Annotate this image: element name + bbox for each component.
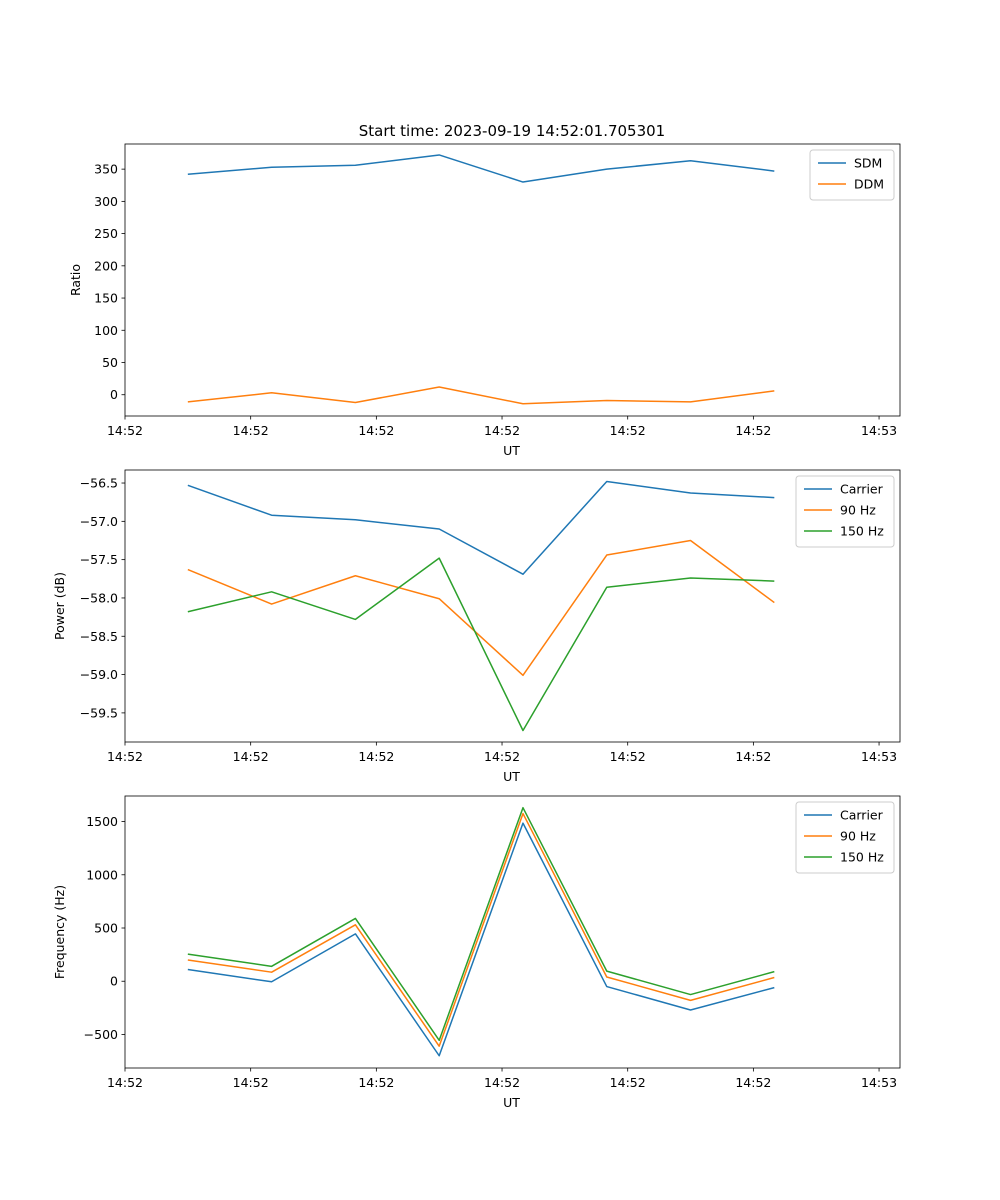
ratio-y-tick-label: 200: [94, 258, 118, 273]
ratio-y-tick-label: 0: [110, 387, 118, 402]
ratio-axes-frame: [124, 143, 901, 417]
frequency-legend: Carrier 90 Hz 150 Hz: [795, 801, 895, 874]
frequency-x-tick-label: 14:52: [735, 1075, 771, 1090]
chart-title: Start time: 2023-09-19 14:52:01.705301: [359, 122, 665, 140]
power-x-tick-label: 14:52: [484, 749, 520, 764]
frequency-x-tick-label: 14:52: [107, 1075, 143, 1090]
frequency-x-axis-label: UT: [503, 1095, 520, 1110]
frequency-series-line-150-hz: [187, 806, 775, 1042]
power-y-tick-label: −57.5: [80, 552, 118, 567]
ratio-x-tick-label: 14:52: [233, 423, 269, 438]
power-x-axis-label: UT: [503, 769, 520, 784]
frequency-y-tick-label: −500: [84, 1027, 118, 1042]
power-series-line-150-hz: [187, 557, 775, 732]
power-x-tick-label: 14:52: [735, 749, 771, 764]
power-legend-label: Carrier: [840, 482, 884, 497]
power-y-tick-label: −59.0: [80, 667, 118, 682]
ratio-panel: 14:52 14:52 14:52 14:52 14:52 14:52 14:53 0 50 10…: [68, 143, 901, 458]
power-series-line-90-hz: [187, 539, 775, 677]
ratio-series-line-ddm: [187, 386, 775, 405]
ratio-x-tick-label: 14:52: [358, 423, 394, 438]
power-y-tick-label: −56.5: [80, 476, 118, 491]
ratio-x-tick-label: 14:52: [107, 423, 143, 438]
power-y-tick-label: −57.0: [80, 514, 118, 529]
ratio-legend: SDM DDM: [809, 149, 895, 201]
frequency-y-tick-label: 500: [94, 921, 118, 936]
ratio-y-axis-label: Ratio: [68, 264, 83, 296]
power-series-line-carrier: [187, 480, 775, 575]
ratio-x-axis-label: UT: [503, 443, 520, 458]
power-x-tick-label: 14:52: [107, 749, 143, 764]
frequency-legend-box: [795, 801, 895, 874]
frequency-x-tick-label: 14:52: [233, 1075, 269, 1090]
power-y-tick-label: −58.0: [80, 590, 118, 605]
ratio-x-tick-label: 14:53: [861, 423, 897, 438]
power-panel: 14:52 14:52 14:52 14:52 14:52 14:52 14:53 −59.5…: [52, 469, 901, 784]
power-x-tick-label: 14:52: [233, 749, 269, 764]
ratio-y-tick-label: 300: [94, 194, 118, 209]
frequency-panel: 14:52 14:52 14:52 14:52 14:52 14:52 14:53 −500 0…: [52, 795, 901, 1110]
ratio-y-tick-label: 350: [94, 162, 118, 177]
frequency-x-tick-label: 14:53: [861, 1075, 897, 1090]
power-legend-label: 90 Hz: [840, 503, 876, 518]
frequency-y-axis-label: Frequency (Hz): [52, 885, 67, 979]
power-legend-label: 150 Hz: [840, 524, 884, 539]
frequency-y-tick-label: 1500: [86, 814, 118, 829]
power-x-tick-label: 14:52: [358, 749, 394, 764]
frequency-legend-label: Carrier: [840, 808, 884, 823]
frequency-series-line-carrier: [187, 822, 775, 1057]
frequency-legend-label: 150 Hz: [840, 850, 884, 865]
power-axes-frame: [124, 469, 901, 743]
ratio-x-tick-label: 14:52: [735, 423, 771, 438]
ratio-y-tick-label: 100: [94, 323, 118, 338]
ratio-y-tick-label: 50: [102, 355, 118, 370]
frequency-axes-frame: [124, 795, 901, 1069]
power-y-tick-label: −58.5: [80, 629, 118, 644]
power-x-tick-label: 14:53: [861, 749, 897, 764]
frequency-y-tick-label: 0: [110, 974, 118, 989]
frequency-y-tick-label: 1000: [86, 867, 118, 882]
frequency-x-tick-label: 14:52: [358, 1075, 394, 1090]
power-y-axis-label: Power (dB): [52, 572, 67, 640]
ratio-x-tick-label: 14:52: [484, 423, 520, 438]
ratio-legend-label: DDM: [854, 177, 884, 192]
frequency-legend-label: 90 Hz: [840, 829, 876, 844]
ratio-series-line-sdm: [187, 154, 775, 183]
ratio-x-tick-label: 14:52: [610, 423, 646, 438]
power-y-tick-label: −59.5: [80, 705, 118, 720]
ratio-y-tick-label: 150: [94, 291, 118, 306]
power-x-tick-label: 14:52: [610, 749, 646, 764]
power-legend: Carrier 90 Hz 150 Hz: [795, 475, 895, 548]
frequency-x-tick-label: 14:52: [610, 1075, 646, 1090]
ratio-y-tick-label: 250: [94, 226, 118, 241]
power-legend-box: [795, 475, 895, 548]
frequency-series-line-90-hz: [187, 812, 775, 1047]
frequency-x-tick-label: 14:52: [484, 1075, 520, 1090]
ratio-legend-label: SDM: [854, 156, 882, 171]
